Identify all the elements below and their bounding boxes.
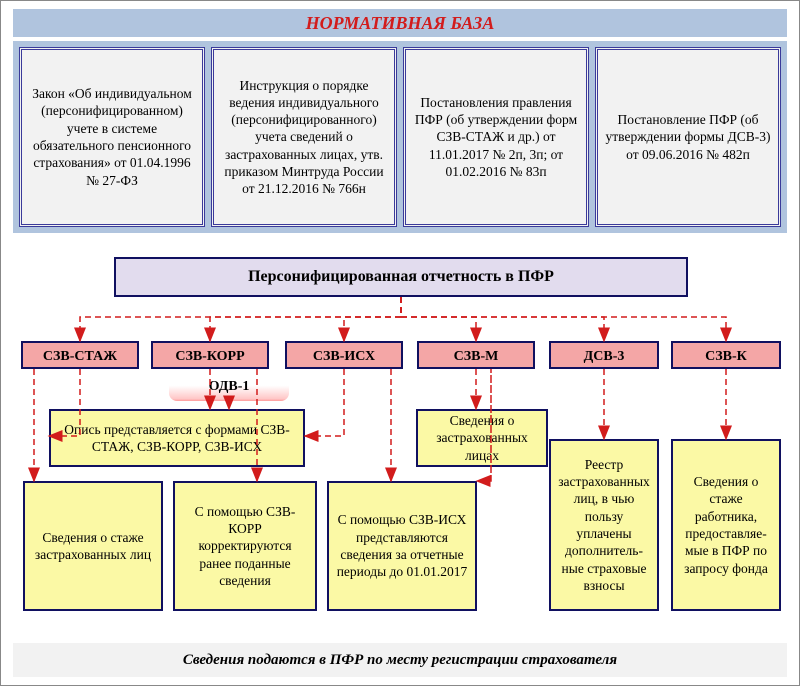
arrow	[80, 297, 401, 341]
law-card: Постановление ПФР (об утверждении формы …	[595, 47, 781, 227]
arrow	[305, 369, 344, 436]
form-box-szv_korr: СЗВ-КОРР	[151, 341, 269, 369]
footer-bar: Сведения подаются в ПФР по месту регистр…	[13, 643, 787, 677]
arrow	[401, 297, 476, 341]
desc-box-dsv: Реестр застрахован­ных лиц, в чью пользу…	[549, 439, 659, 611]
arrow	[401, 297, 726, 341]
form-box-dsv_3: ДСВ-3	[549, 341, 659, 369]
desc-box-korr: С помощью СЗВ-КОРР корректируются ранее …	[173, 481, 317, 611]
desc-box-szvk: Сведения о стаже работника, предоставляе…	[671, 439, 781, 611]
law-card: Инструкция о порядке ведения индивидуаль…	[211, 47, 397, 227]
diagram-canvas: НОРМАТИВНАЯ БАЗА Закон «Об индивидуально…	[0, 0, 800, 686]
title-bar: НОРМАТИВНАЯ БАЗА	[13, 9, 787, 37]
odv-label: ОДВ-1	[169, 379, 289, 401]
desc-box-sved_m: Сведения о застрахованных лицах	[416, 409, 548, 467]
arrow	[210, 297, 401, 341]
desc-box-iskh: С помощью СЗВ-ИСХ представляются сведени…	[327, 481, 477, 611]
form-box-szv_m: СЗВ-М	[417, 341, 535, 369]
arrow	[401, 297, 604, 341]
law-cards-row: Закон «Об индивидуальном (персонифициров…	[13, 41, 787, 233]
main-topic-box: Персонифицированная отчетность в ПФР	[114, 257, 688, 297]
form-box-szv_k: СЗВ-К	[671, 341, 781, 369]
desc-box-stazh: Сведения о стаже застрахованных лиц	[23, 481, 163, 611]
arrow	[344, 297, 401, 341]
law-card: Закон «Об индивидуальном (персонифициров…	[19, 47, 205, 227]
title-text: НОРМАТИВНАЯ БАЗА	[306, 13, 495, 33]
desc-box-opis: Опись представляется с формами СЗВ-СТАЖ,…	[49, 409, 305, 467]
law-card: Постановления правления ПФР (об утвержде…	[403, 47, 589, 227]
form-box-szv_stazh: СЗВ-СТАЖ	[21, 341, 139, 369]
form-box-szv_iskh: СЗВ-ИСХ	[285, 341, 403, 369]
